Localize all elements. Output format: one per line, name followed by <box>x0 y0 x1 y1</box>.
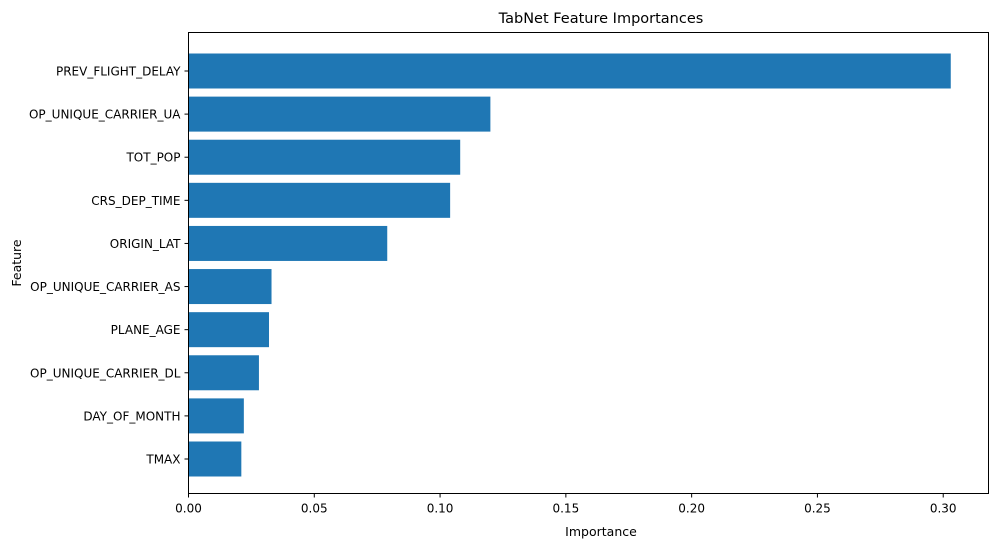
x-tick-label: 0.20 <box>678 502 705 516</box>
x-tick-label: 0.25 <box>804 502 831 516</box>
bar-crs-dep-time <box>188 182 451 218</box>
x-tick-label: 0.00 <box>175 502 202 516</box>
x-tick-label: 0.15 <box>552 502 579 516</box>
bar-tmax <box>188 441 242 477</box>
bars-group <box>188 53 951 477</box>
bar-prev-flight-delay <box>188 53 951 89</box>
bar-day-of-month <box>188 398 244 434</box>
bar-op-unique-carrier-as <box>188 269 272 305</box>
y-tick-label: ORIGIN_LAT <box>110 237 181 251</box>
y-tick-label: PREV_FLIGHT_DELAY <box>56 65 181 79</box>
bar-origin-lat <box>188 225 388 261</box>
y-tick-label: TMAX <box>145 453 180 467</box>
y-tick-label: OP_UNIQUE_CARRIER_DL <box>30 366 181 380</box>
plot-frame <box>188 32 989 494</box>
x-axis-ticks: 0.00 0.05 0.10 0.15 0.20 0.25 0.30 <box>175 493 957 516</box>
y-tick-label: PLANE_AGE <box>111 323 181 337</box>
y-axis-ticks: PREV_FLIGHT_DELAY OP_UNIQUE_CARRIER_UA TOT… <box>29 65 189 467</box>
y-tick-label: OP_UNIQUE_CARRIER_AS <box>30 280 180 294</box>
bar-op-unique-carrier-dl <box>188 355 259 391</box>
x-tick-label: 0.05 <box>301 502 328 516</box>
y-tick-label: OP_UNIQUE_CARRIER_UA <box>29 108 181 122</box>
y-axis-label: Feature <box>9 239 24 287</box>
y-tick-label: DAY_OF_MONTH <box>83 409 180 423</box>
bar-plane-age <box>188 312 270 348</box>
chart-title: TabNet Feature Importances <box>498 11 704 27</box>
x-tick-label: 0.10 <box>427 502 454 516</box>
x-axis-label: Importance <box>565 524 637 539</box>
y-tick-label: TOT_POP <box>125 151 180 165</box>
bar-op-unique-carrier-ua <box>188 96 491 132</box>
y-tick-label: CRS_DEP_TIME <box>91 194 180 208</box>
x-tick-label: 0.30 <box>930 502 957 516</box>
bar-tot-pop <box>188 139 461 175</box>
